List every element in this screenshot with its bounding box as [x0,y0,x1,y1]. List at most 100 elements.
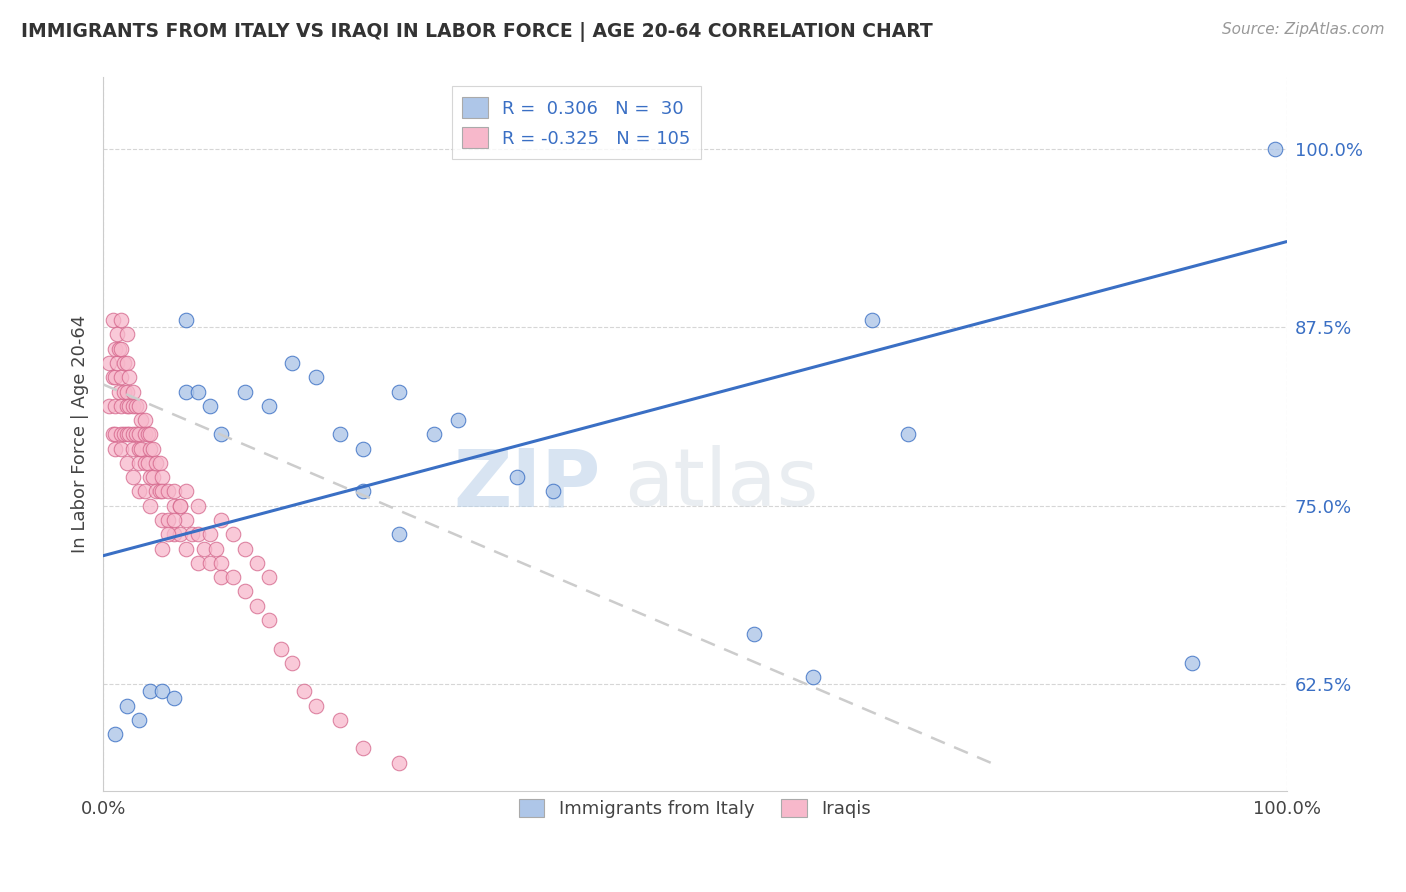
Point [107,384,129,399]
Point [104,442,127,456]
Point [233,584,256,599]
Point [134,413,156,427]
Point [233,541,256,556]
Point [353,442,375,456]
Point [128,456,150,470]
Point [1264,142,1286,156]
Point [110,399,132,413]
Point [98,399,121,413]
Point [174,513,197,527]
Point [329,713,352,727]
Point [121,384,143,399]
Point [129,413,152,427]
Point [174,384,197,399]
Text: ZIP: ZIP [453,445,600,524]
Point [292,684,315,698]
Point [204,541,226,556]
Point [860,313,883,327]
Point [110,313,132,327]
Point [115,399,138,413]
Point [136,456,159,470]
Point [447,413,470,427]
Point [112,427,135,442]
Point [115,427,138,442]
Point [121,399,143,413]
Point [110,427,132,442]
Point [142,470,165,484]
Point [163,691,186,706]
Point [174,313,197,327]
Point [112,384,135,399]
Point [134,484,156,499]
Point [801,670,824,684]
Point [150,513,173,527]
Point [149,456,172,470]
Point [105,356,128,370]
Point [157,513,180,527]
Point [150,484,173,499]
Point [198,527,221,541]
Point [136,427,159,442]
Point [149,484,172,499]
Point [118,370,141,384]
Point [104,342,127,356]
Point [112,356,135,370]
Point [139,442,162,456]
Point [187,527,209,541]
Point [125,427,148,442]
Point [270,641,292,656]
Point [118,399,141,413]
Point [134,427,156,442]
Point [128,484,150,499]
Point [150,684,173,698]
Point [423,427,446,442]
Point [388,527,411,541]
Point [211,427,233,442]
Point [110,342,132,356]
Point [198,556,221,570]
Point [101,313,124,327]
Point [128,427,150,442]
Point [157,484,180,499]
Point [541,484,564,499]
Point [115,356,138,370]
Point [110,442,132,456]
Point [134,456,156,470]
Legend: Immigrants from Italy, Iraqis: Immigrants from Italy, Iraqis [512,791,877,825]
Point [150,541,173,556]
Point [329,427,352,442]
Point [211,513,233,527]
Point [187,499,209,513]
Point [145,484,167,499]
Point [257,613,280,627]
Point [193,541,215,556]
Point [128,399,150,413]
Point [174,484,197,499]
Y-axis label: In Labor Force | Age 20-64: In Labor Force | Age 20-64 [72,315,89,554]
Point [187,556,209,570]
Point [163,513,186,527]
Point [897,427,920,442]
Point [353,484,375,499]
Point [129,442,152,456]
Point [742,627,765,641]
Point [101,370,124,384]
Point [128,713,150,727]
Point [142,442,165,456]
Point [98,356,121,370]
Point [163,484,186,499]
Point [211,556,233,570]
Point [388,384,411,399]
Point [125,399,148,413]
Point [121,470,143,484]
Point [163,499,186,513]
Point [222,570,245,584]
Point [305,370,328,384]
Point [104,427,127,442]
Point [187,384,209,399]
Point [198,399,221,413]
Point [105,327,128,342]
Point [281,656,304,670]
Point [222,527,245,541]
Point [157,527,180,541]
